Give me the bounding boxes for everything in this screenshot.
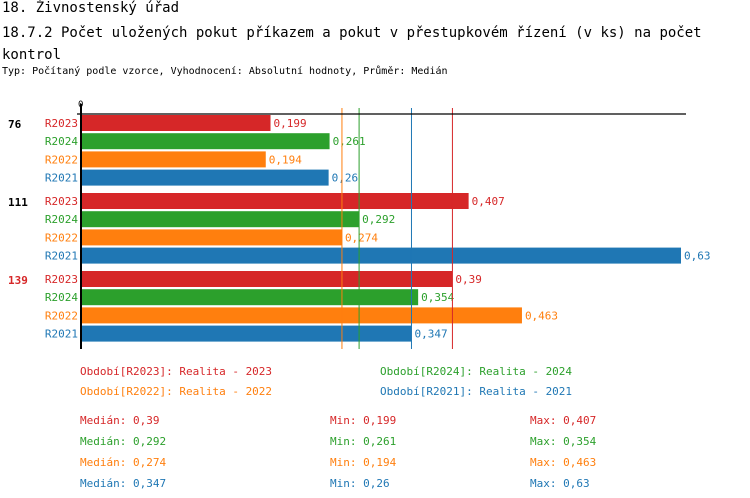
series-label: R2021 [45, 250, 78, 263]
stat-max: Max: 0,63 [530, 477, 590, 490]
data-label: 0,347 [414, 328, 447, 341]
bar [81, 211, 360, 228]
chart-title: 18.7.2 Počet uložených pokut příkazem a … [2, 25, 702, 63]
bar [81, 229, 342, 246]
stat-max: Max: 0,463 [530, 456, 597, 469]
series-label: R2021 [45, 172, 78, 185]
chart-info: Typ: Počítaný podle vzorce, Vyhodnocení:… [2, 66, 448, 77]
data-label: 0,199 [274, 117, 307, 130]
legend-item: Období[R2024]: Realita - 2024 [380, 365, 573, 378]
stat-min: Min: 0,26 [330, 477, 390, 490]
series-label: R2022 [45, 309, 78, 322]
data-label: 0,274 [345, 231, 378, 244]
series-label: R2022 [45, 231, 78, 244]
legend-item: Období[R2023]: Realita - 2023 [80, 365, 273, 378]
data-label: 0,26 [332, 172, 359, 185]
series-label: R2023 [45, 273, 78, 286]
data-label: 0,39 [455, 273, 482, 286]
data-label: 0,261 [333, 135, 366, 148]
bar [81, 151, 266, 168]
data-label: 0,463 [525, 309, 558, 322]
stat-min: Min: 0,199 [330, 414, 397, 427]
category-label: 76 [8, 118, 22, 131]
stat-median: Medián: 0,347 [80, 477, 167, 490]
category-label: 139 [8, 274, 28, 287]
series-label: R2023 [45, 117, 78, 130]
bar [81, 193, 469, 209]
bar [81, 115, 271, 131]
series-label: R2021 [45, 328, 78, 341]
stat-max: Max: 0,407 [530, 414, 597, 427]
x-tick-label: 0 [78, 100, 83, 110]
bar [81, 307, 522, 324]
data-label: 0,354 [421, 291, 454, 304]
series-label: R2023 [45, 195, 78, 208]
bar [81, 169, 329, 186]
legend-item: Období[R2022]: Realita - 2022 [80, 385, 273, 398]
bar [81, 247, 681, 264]
stat-median: Medián: 0,39 [80, 414, 160, 427]
data-label: 0,194 [269, 153, 302, 166]
data-label: 0,292 [362, 213, 395, 226]
stat-min: Min: 0,261 [330, 435, 397, 448]
series-label: R2024 [45, 291, 78, 304]
data-label: 0,407 [472, 195, 505, 208]
stat-min: Min: 0,194 [330, 456, 397, 469]
bar [81, 271, 453, 287]
bar [81, 133, 330, 150]
series-label: R2024 [45, 135, 78, 148]
data-label: 0,63 [684, 250, 711, 263]
stat-max: Max: 0,354 [530, 435, 597, 448]
stat-median: Medián: 0,274 [80, 456, 167, 469]
category-label: 111 [8, 196, 28, 209]
bar [81, 325, 412, 342]
series-label: R2024 [45, 213, 78, 226]
stat-median: Medián: 0,292 [80, 435, 167, 448]
legend-item: Období[R2021]: Realita - 2021 [380, 385, 573, 398]
bar [81, 289, 419, 306]
series-label: R2022 [45, 153, 78, 166]
page-title: 18. Živnostenský úřad [2, 0, 180, 16]
